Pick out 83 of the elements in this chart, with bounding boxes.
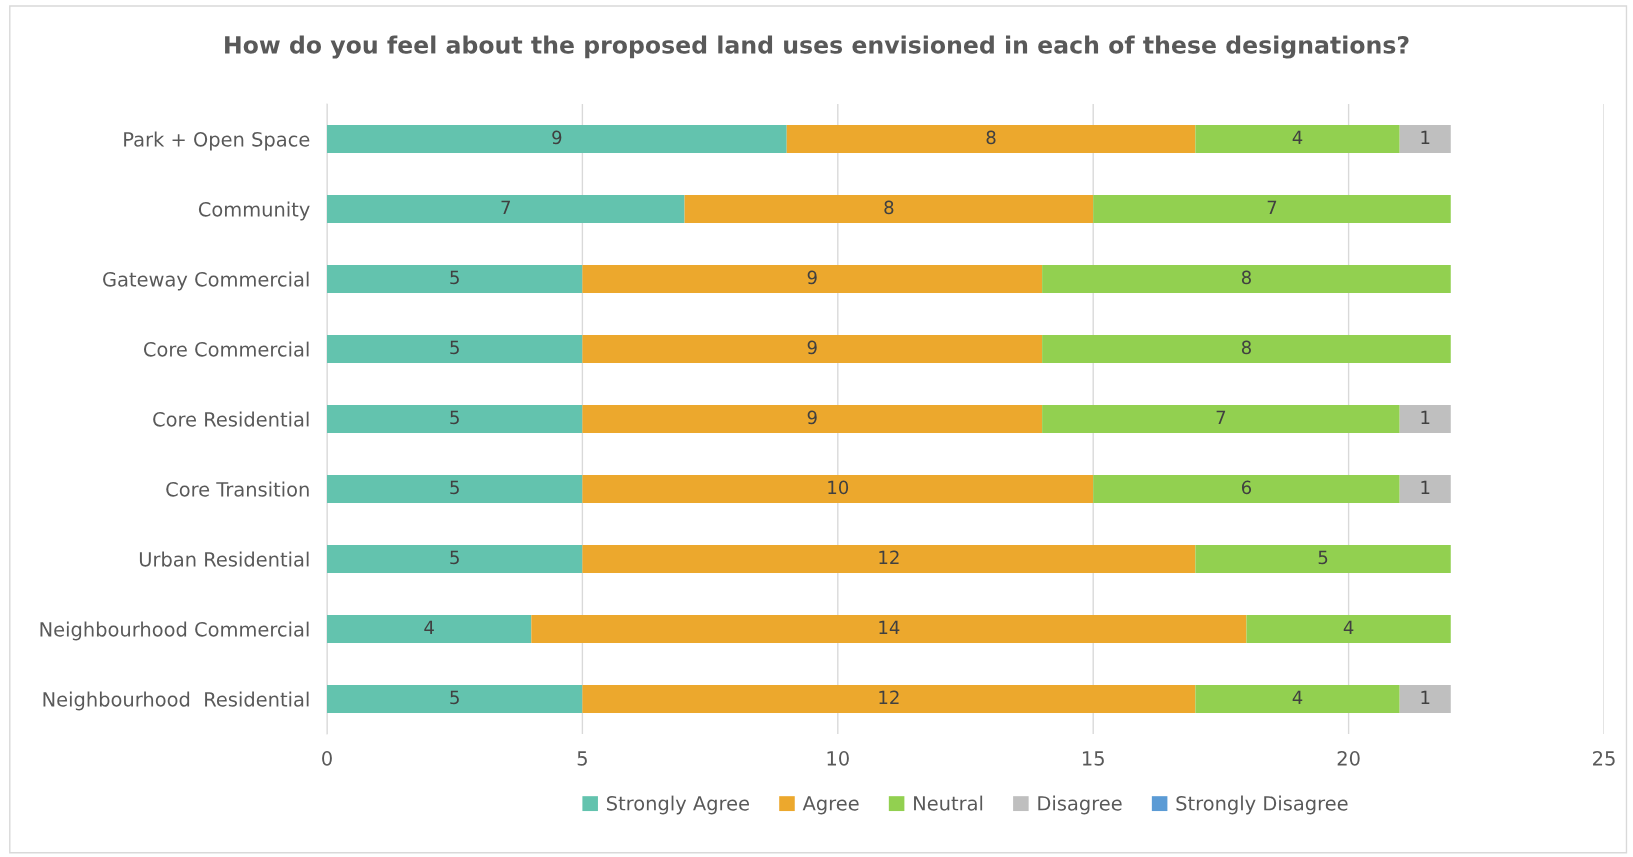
data-label: 12	[879, 690, 899, 704]
bar	[327, 545, 583, 573]
data-label: 1	[1421, 480, 1430, 494]
bar	[327, 475, 583, 503]
legend-label: Agree	[802, 796, 859, 815]
data-label: 14	[879, 620, 900, 634]
data-label: 5	[1318, 550, 1328, 565]
x-tick-label: 20	[1337, 751, 1360, 766]
bar	[1399, 125, 1451, 153]
data-label: 8	[986, 130, 996, 145]
data-label: 1	[1421, 130, 1430, 144]
bar	[327, 125, 787, 153]
data-label: 1	[1421, 410, 1430, 424]
bar	[1195, 545, 1451, 573]
y-tick-label: Community	[198, 201, 310, 221]
bar	[1042, 265, 1451, 293]
data-label: 10	[828, 480, 849, 495]
bar	[327, 615, 532, 643]
bar	[327, 335, 583, 363]
data-label: 9	[807, 340, 817, 355]
y-tick-label: Core Residential	[153, 411, 309, 427]
data-label: 8	[1241, 270, 1251, 285]
data-label: 9	[552, 130, 562, 145]
data-label: 4	[1343, 620, 1354, 634]
bar	[1093, 195, 1451, 223]
bar	[582, 685, 1196, 713]
data-label: 4	[1292, 130, 1303, 144]
data-label: 12	[879, 550, 899, 564]
data-label: 6	[1241, 480, 1252, 495]
y-tick-label: Park + Open Space	[124, 131, 310, 151]
bar	[1399, 405, 1451, 433]
bar	[1399, 685, 1451, 713]
bar	[1246, 615, 1451, 643]
x-tick-label: 0	[322, 751, 332, 766]
data-label: 5	[450, 690, 459, 705]
bar	[582, 405, 1043, 433]
data-label: 7	[501, 200, 510, 214]
data-label: 4	[424, 620, 434, 634]
bar	[1093, 475, 1400, 503]
bar	[1042, 405, 1400, 433]
x-tick-label: 25	[1593, 751, 1615, 766]
data-label: 5	[450, 270, 459, 285]
bar	[1195, 125, 1400, 153]
y-tick-label: Urban Residential	[139, 551, 309, 567]
y-tick-label: Core Commercial	[143, 341, 309, 357]
data-label: 8	[884, 200, 894, 215]
data-label: 7	[1216, 410, 1226, 424]
data-label: 5	[450, 480, 459, 495]
legend-label: Strongly Agree	[607, 795, 749, 815]
bar	[327, 405, 583, 433]
data-label: 1	[1421, 690, 1430, 704]
legend-label: Neutral	[914, 795, 983, 811]
bar	[582, 265, 1043, 293]
legend-label: Strongly Disagree	[1176, 795, 1348, 815]
y-tick-label: Neighbourhood Residential	[43, 691, 309, 711]
bar	[327, 195, 685, 223]
legend-label: Disagree	[1038, 795, 1122, 815]
bar	[1195, 685, 1400, 713]
bar	[327, 265, 583, 293]
bar	[582, 475, 1094, 503]
bar	[582, 545, 1196, 573]
data-label: 5	[450, 410, 459, 425]
data-label: 4	[1292, 690, 1303, 704]
x-tick-label: 10	[827, 751, 849, 766]
data-label: 5	[450, 550, 459, 565]
bar	[786, 125, 1196, 153]
data-label: 7	[1267, 200, 1277, 214]
bar	[327, 685, 583, 713]
y-tick-label: Gateway Commercial	[103, 271, 309, 291]
chart-title: How do you feel about the proposed land uses envisioned in each of these designations?	[225, 35, 1409, 59]
bar	[531, 615, 1247, 643]
bar	[1399, 475, 1451, 503]
data-label: 9	[807, 270, 817, 285]
bar	[1042, 335, 1451, 363]
bar	[684, 195, 1094, 223]
data-label: 9	[807, 410, 817, 425]
y-tick-label: Neighbourhood Commercial	[40, 621, 309, 641]
x-tick-label: 5	[577, 751, 587, 766]
x-tick-label: 15	[1082, 751, 1104, 766]
data-label: 5	[450, 340, 459, 355]
bar	[582, 335, 1043, 363]
data-label: 8	[1241, 340, 1251, 355]
y-tick-label: Core Transition	[166, 481, 309, 497]
